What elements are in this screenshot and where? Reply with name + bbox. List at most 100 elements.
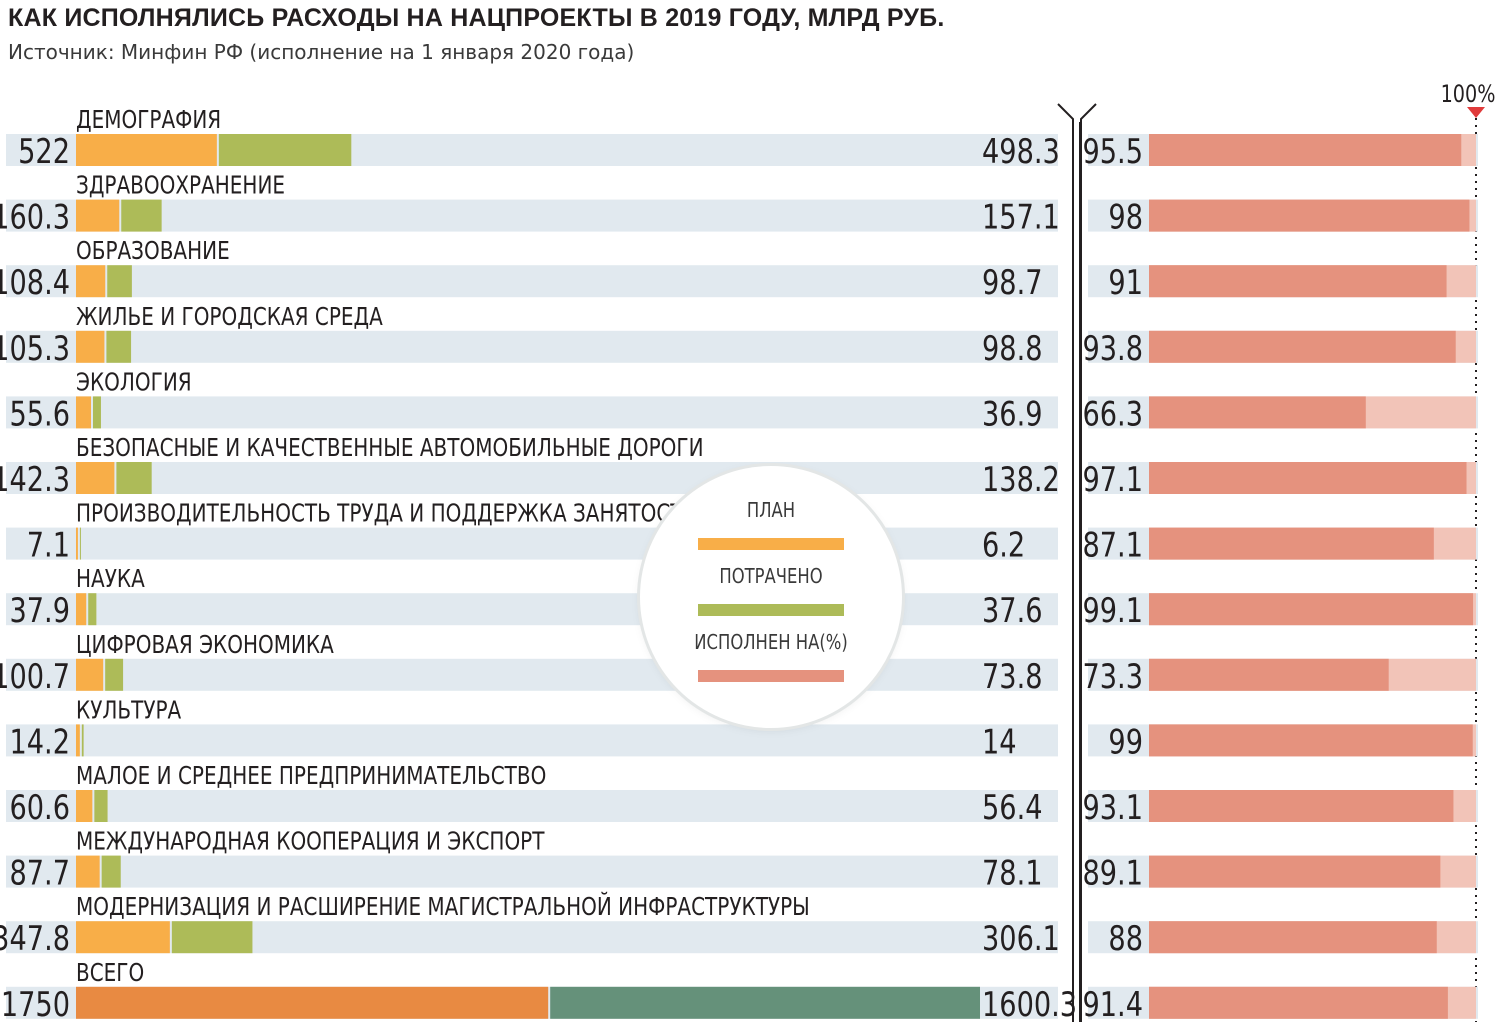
spent-bar [116,462,152,494]
spent-bar [550,986,980,1019]
plan-value-label: 522 [18,132,70,172]
category-label: ЖИЛЬЕ И ГОРОДСКАЯ СРЕДА [76,303,383,332]
executed-bar [1149,658,1389,691]
plan-value-label: 7.1 [27,526,70,566]
row-track [6,462,1058,494]
spent-value-label: 36.9 [982,394,1043,434]
spent-value-label: 78.1 [982,854,1043,894]
legend-spent-swatch [698,604,844,616]
category-label: КУЛЬТУРА [76,696,182,725]
legend: ПЛАН ПОТРАЧЕНО ИСПОЛНЕН НА(%) [640,466,902,728]
plan-value-label: 87.7 [9,854,70,894]
executed-bar [1149,921,1437,954]
legend-executed-swatch [698,670,844,682]
category-label: МЕЖДУНАРОДНАЯ КООПЕРАЦИЯ И ЭКСПОРТ [76,828,545,857]
executed-bar [1149,330,1456,363]
category-label: ПРОИЗВОДИТЕЛЬНОСТЬ ТРУДА И ПОДДЕРЖКА ЗАН… [76,500,697,529]
executed-value-label: 87.1 [1082,526,1143,566]
spent-value-label: 138.2 [982,460,1060,500]
plan-bar [76,790,93,822]
category-label: ЗДРАВООХРАНЕНИЕ [76,172,285,201]
spent-value-label: 6.2 [982,526,1025,566]
plan-value-label: 14.2 [9,722,70,762]
executed-bar [1149,199,1470,232]
executed-value-label: 73.3 [1082,657,1143,697]
spent-value-label: 37.6 [982,591,1043,631]
category-label: МАЛОЕ И СРЕДНЕЕ ПРЕДПРИНИМАТЕЛЬСТВО [76,762,546,791]
spent-bar [94,790,108,822]
executed-value-label: 89.1 [1082,854,1143,894]
spent-value-label: 98.8 [982,329,1043,369]
plan-bar [76,527,78,560]
plan-bar [76,199,120,232]
plan-bar [76,658,104,691]
executed-bar [1149,855,1441,888]
category-label: ЭКОЛОГИЯ [76,368,192,397]
spent-bar [107,265,132,298]
spent-bar [88,593,97,626]
spent-bar [105,658,124,691]
row-track [6,396,1058,429]
row-track [6,790,1058,822]
category-label: МОДЕРНИЗАЦИЯ И РАСШИРЕНИЕ МАГИСТРАЛЬНОЙ … [76,891,810,922]
executed-bar [1149,265,1447,298]
executed-value-label: 93.1 [1082,788,1143,828]
spent-value-label: 157.1 [982,198,1060,238]
plan-bar [76,986,549,1019]
category-label: ЦИФРОВАЯ ЭКОНОМИКА [76,631,334,660]
plan-bar [76,921,170,954]
category-label: ДЕМОГРАФИЯ [76,106,221,135]
executed-bar [1149,134,1462,166]
legend-plan-swatch [698,538,844,550]
spent-value-label: 306.1 [982,919,1060,959]
executed-value-label: 99 [1108,722,1143,762]
spent-value-label: 98.7 [982,263,1043,303]
category-label: ВСЕГО [76,959,144,988]
executed-bar [1149,462,1467,494]
executed-bar [1149,986,1448,1019]
executed-value-label: 66.3 [1082,394,1143,434]
plan-value-label: 105.3 [0,329,70,369]
spent-value-label: 498.3 [982,132,1060,172]
plan-value-label: 142.3 [0,460,70,500]
spent-bar [121,199,162,232]
row-track [6,199,1058,232]
executed-value-label: 98 [1108,198,1143,238]
chart-source: Источник: Минфин РФ (исполнение на 1 янв… [8,40,635,64]
spent-value-label: 56.4 [982,788,1043,828]
reference-label-100: 100% [1441,81,1496,109]
spent-bar [93,396,101,429]
plan-value-label: 347.8 [0,919,70,959]
category-label: НАУКА [76,565,145,594]
plan-value-label: 37.9 [9,591,70,631]
spent-bar [106,330,132,363]
spent-bar [101,855,121,888]
plan-bar [76,396,92,429]
axis-break-mark-left [1057,103,1074,1022]
spent-bar [81,724,84,757]
row-track [6,527,1058,560]
spent-value-label: 73.8 [982,657,1043,697]
spent-value-label: 1600.3 [982,985,1077,1025]
plan-bar [76,593,87,626]
plan-value-label: 55.6 [9,394,70,434]
legend-plan-label: ПЛАН [746,498,796,522]
executed-value-label: 88 [1108,919,1143,959]
spent-bar [218,134,352,166]
category-label: ОБРАЗОВАНИЕ [76,237,230,266]
executed-bar [1149,724,1473,757]
row-track [6,330,1058,363]
plan-value-label: 108.4 [0,263,70,303]
axis-break-mark-right [1080,103,1097,1022]
plan-value-label: 1750 [1,985,70,1025]
plan-value-label: 100.7 [0,657,70,697]
spent-bar [171,921,253,954]
plan-value-label: 160.3 [0,198,70,238]
legend-executed-label: ИСПОЛНЕН НА(%) [694,630,848,654]
executed-bar [1149,396,1366,429]
row-track [6,724,1058,757]
executed-bar [1149,593,1474,626]
executed-value-label: 95.5 [1082,132,1143,172]
executed-value-label: 93.8 [1082,329,1143,369]
